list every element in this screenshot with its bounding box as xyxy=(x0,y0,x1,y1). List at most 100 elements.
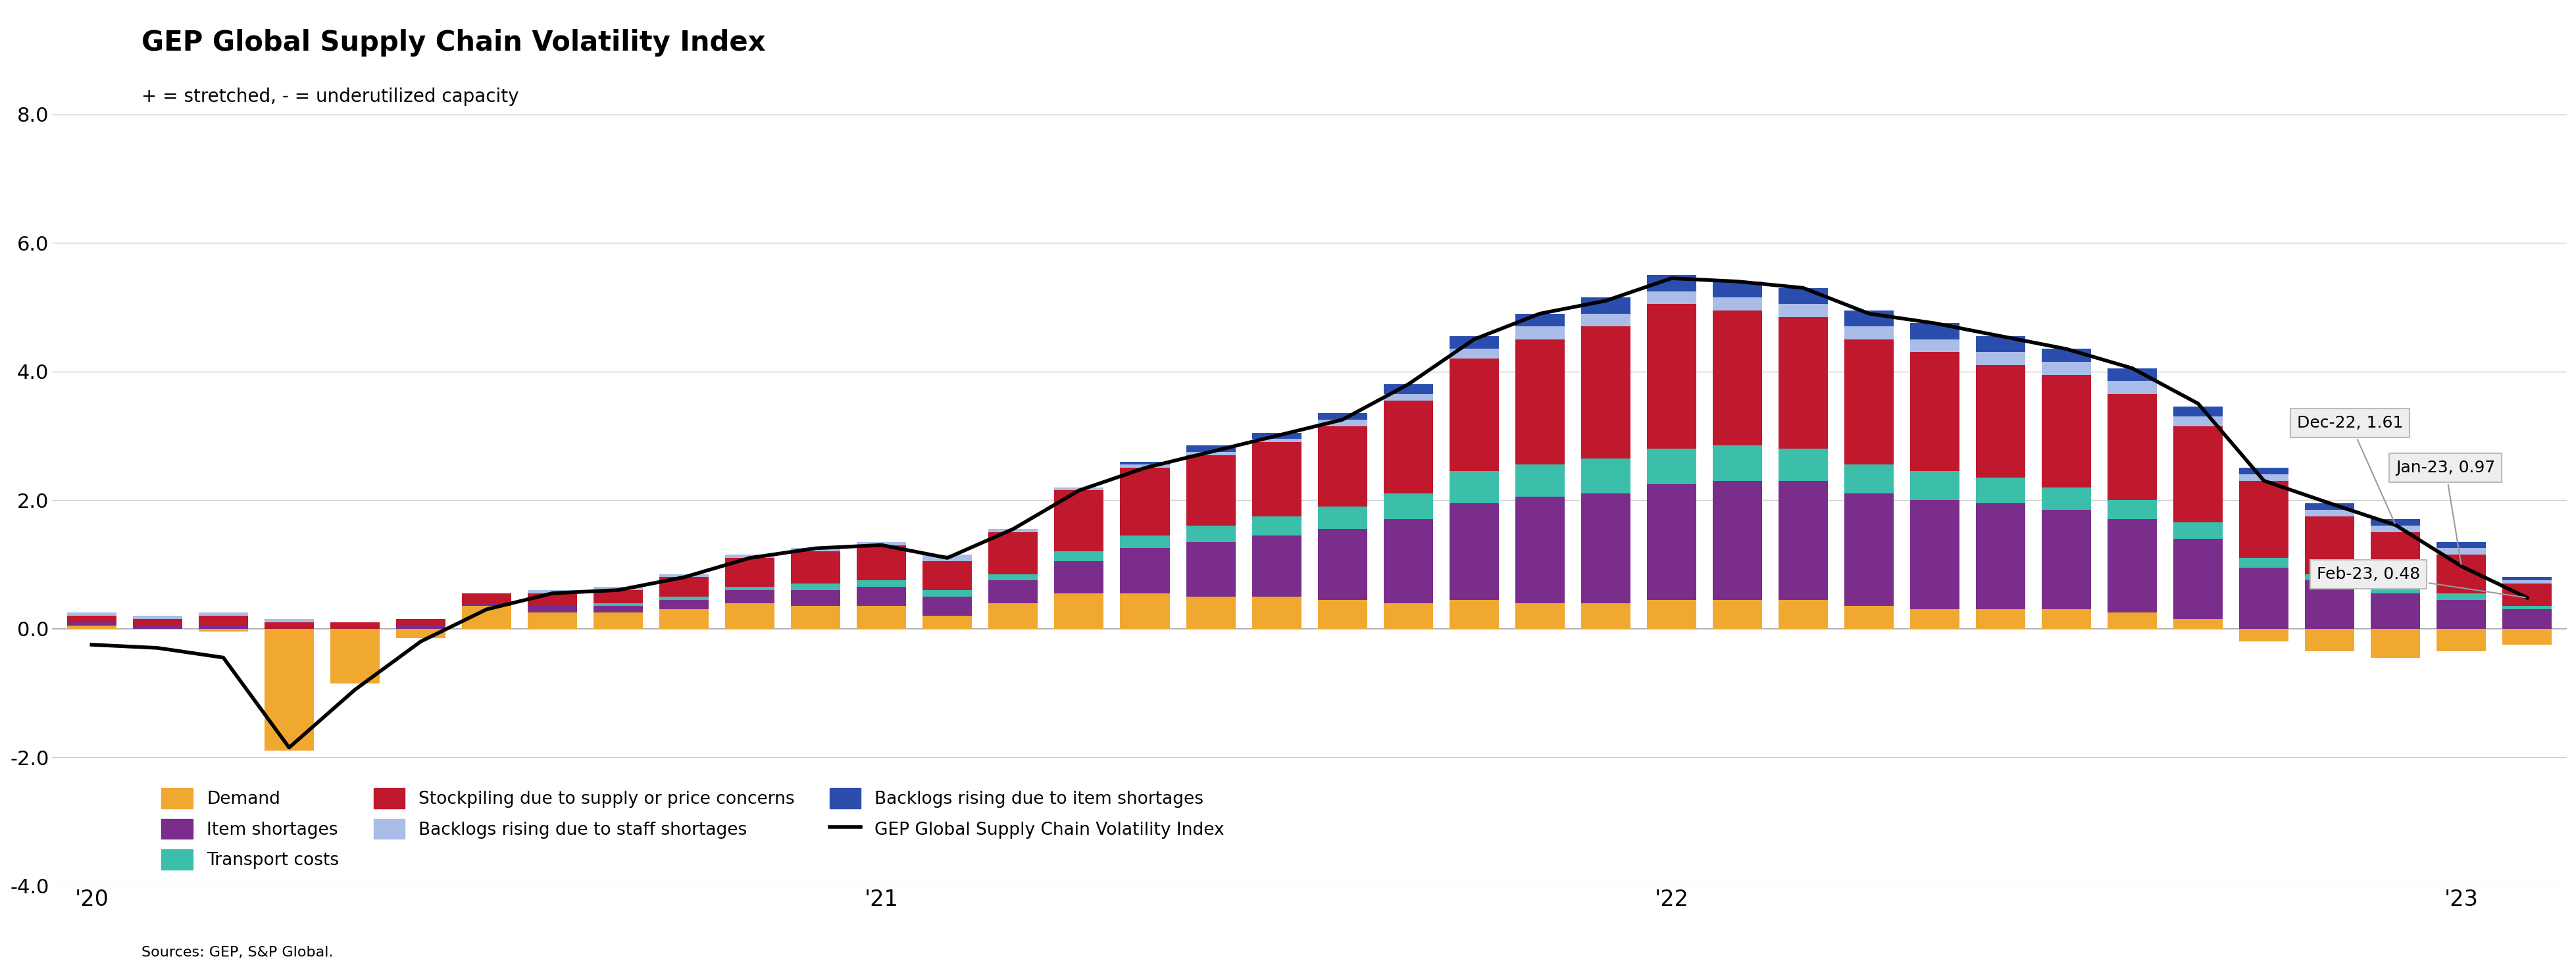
Bar xyxy=(2174,619,2223,629)
Bar xyxy=(1646,449,1695,484)
Bar xyxy=(2239,629,2287,641)
Bar xyxy=(528,590,577,593)
Text: + = stretched, - = underutilized capacity: + = stretched, - = underutilized capacit… xyxy=(142,87,518,106)
Bar xyxy=(1252,597,1301,629)
Bar xyxy=(198,612,247,615)
Bar xyxy=(592,612,644,629)
Bar xyxy=(1515,465,1564,497)
Bar xyxy=(2437,542,2486,548)
Bar xyxy=(2370,526,2419,532)
Bar xyxy=(724,554,775,558)
Bar xyxy=(461,603,510,607)
Bar xyxy=(2107,519,2156,612)
Text: GEP Global Supply Chain Volatility Index: GEP Global Supply Chain Volatility Index xyxy=(142,29,765,57)
Bar xyxy=(2107,500,2156,519)
Bar xyxy=(198,629,247,632)
Bar xyxy=(2239,481,2287,558)
Bar xyxy=(461,607,510,629)
Bar xyxy=(1054,561,1103,593)
Bar xyxy=(67,615,116,622)
Bar xyxy=(922,597,971,615)
Bar xyxy=(2040,361,2092,375)
Bar xyxy=(2107,381,2156,394)
Bar xyxy=(1383,385,1432,394)
Bar xyxy=(2040,375,2092,487)
Bar xyxy=(1976,610,2025,629)
Bar xyxy=(922,615,971,629)
Bar xyxy=(1121,468,1170,536)
Bar xyxy=(2501,580,2550,583)
Bar xyxy=(1909,610,1958,629)
Bar xyxy=(1646,600,1695,629)
Text: Jan-23, 0.97: Jan-23, 0.97 xyxy=(2396,460,2494,565)
Bar xyxy=(2370,593,2419,629)
Bar xyxy=(1976,503,2025,610)
Bar xyxy=(1646,304,1695,449)
Bar xyxy=(1646,484,1695,600)
Bar xyxy=(1976,336,2025,352)
Bar xyxy=(1582,327,1631,458)
Bar xyxy=(1252,442,1301,516)
Bar xyxy=(659,597,708,600)
Bar xyxy=(265,622,314,629)
Bar xyxy=(1713,481,1762,600)
Bar xyxy=(1185,597,1234,629)
Bar xyxy=(2306,503,2354,510)
Bar xyxy=(2370,532,2419,587)
Bar xyxy=(397,629,446,639)
Bar xyxy=(592,587,644,590)
Bar xyxy=(1909,471,1958,500)
Bar xyxy=(1713,281,1762,297)
Bar xyxy=(1316,420,1368,426)
Bar xyxy=(2501,629,2550,644)
Bar xyxy=(1515,497,1564,603)
Bar xyxy=(1515,339,1564,465)
Bar xyxy=(2501,583,2550,607)
Bar xyxy=(1185,526,1234,542)
Bar xyxy=(1054,593,1103,629)
Bar xyxy=(2239,558,2287,568)
Bar xyxy=(1185,455,1234,526)
Bar xyxy=(1054,551,1103,561)
Bar xyxy=(2174,522,2223,539)
Bar xyxy=(2040,349,2092,361)
Bar xyxy=(1976,478,2025,503)
Bar xyxy=(1909,500,1958,610)
Bar xyxy=(1515,327,1564,339)
Bar xyxy=(1121,465,1170,468)
Bar xyxy=(330,629,379,683)
Bar xyxy=(724,558,775,587)
Bar xyxy=(1844,493,1893,607)
Bar xyxy=(1054,487,1103,490)
Bar xyxy=(265,619,314,622)
Bar xyxy=(858,542,907,545)
Bar xyxy=(461,593,510,603)
Bar xyxy=(1383,603,1432,629)
Bar xyxy=(659,610,708,629)
Bar xyxy=(528,607,577,612)
Bar xyxy=(1316,600,1368,629)
Bar xyxy=(2437,593,2486,600)
Bar xyxy=(922,554,971,561)
Bar xyxy=(858,587,907,607)
Bar xyxy=(1252,439,1301,442)
Bar xyxy=(1844,607,1893,629)
Bar xyxy=(1844,465,1893,493)
Bar xyxy=(2040,487,2092,510)
Bar xyxy=(989,574,1038,580)
Text: Sources: GEP, S&P Global.: Sources: GEP, S&P Global. xyxy=(142,946,332,959)
Bar xyxy=(1316,426,1368,507)
Bar xyxy=(1713,297,1762,310)
Bar xyxy=(592,590,644,603)
Bar xyxy=(1976,352,2025,365)
Bar xyxy=(1844,327,1893,339)
Bar xyxy=(2306,516,2354,574)
Bar xyxy=(1252,516,1301,536)
Bar xyxy=(2040,610,2092,629)
Bar xyxy=(989,603,1038,629)
Bar xyxy=(1713,310,1762,446)
Bar xyxy=(922,561,971,590)
Bar xyxy=(2437,629,2486,651)
Bar xyxy=(1054,490,1103,551)
Bar xyxy=(922,590,971,597)
